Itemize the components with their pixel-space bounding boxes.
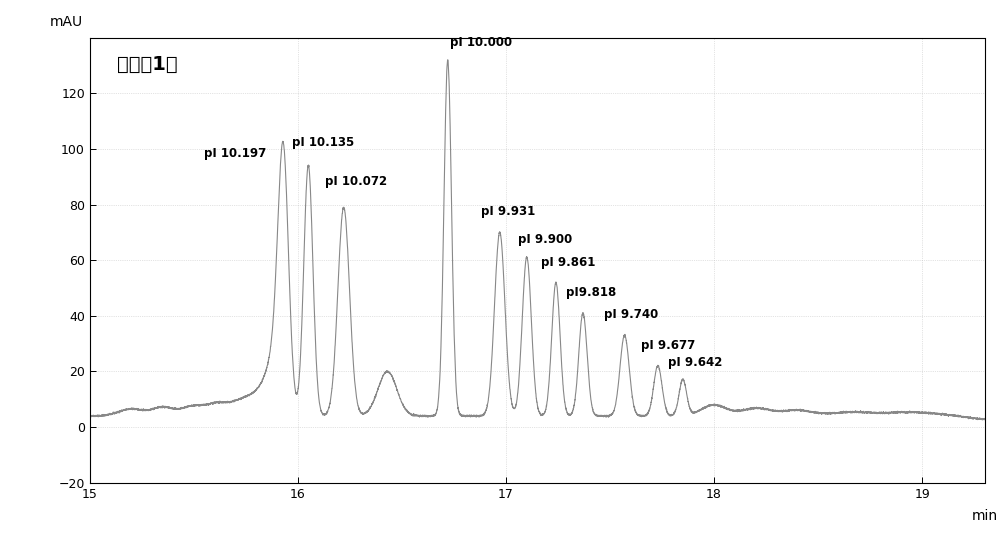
- Text: pI 9.740: pI 9.740: [604, 309, 658, 321]
- Text: pI 10.000: pI 10.000: [450, 36, 512, 49]
- Text: pI 9.900: pI 9.900: [518, 234, 573, 246]
- Text: pI 10.135: pI 10.135: [292, 136, 354, 149]
- Text: pI 10.072: pI 10.072: [325, 175, 387, 188]
- Text: pI9.818: pI9.818: [566, 286, 617, 299]
- X-axis label: min: min: [971, 510, 998, 524]
- Text: mAU: mAU: [50, 15, 83, 29]
- Text: pI 10.197: pI 10.197: [204, 147, 267, 160]
- Text: pI 9.931: pI 9.931: [481, 206, 535, 218]
- Text: pI 9.642: pI 9.642: [668, 356, 723, 368]
- Text: 原研品1批: 原研品1批: [117, 55, 177, 74]
- Text: pI 9.677: pI 9.677: [641, 339, 695, 352]
- Text: pI 9.861: pI 9.861: [541, 255, 596, 269]
